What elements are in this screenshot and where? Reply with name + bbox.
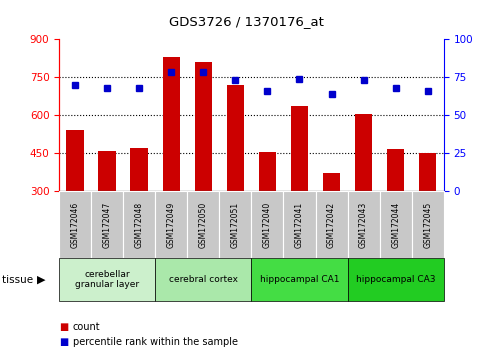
Text: GSM172048: GSM172048 — [135, 202, 144, 248]
Bar — [348, 258, 444, 301]
Bar — [380, 191, 412, 258]
Bar — [59, 258, 155, 301]
Text: count: count — [73, 322, 101, 332]
Bar — [316, 191, 348, 258]
Text: cerebral cortex: cerebral cortex — [169, 275, 238, 284]
Text: GSM172046: GSM172046 — [70, 202, 80, 248]
Bar — [283, 191, 316, 258]
Text: cerebellar
granular layer: cerebellar granular layer — [75, 270, 140, 289]
Bar — [291, 106, 308, 191]
Text: GSM172050: GSM172050 — [199, 202, 208, 248]
Bar — [419, 153, 436, 191]
Bar — [195, 62, 212, 191]
Text: GSM172047: GSM172047 — [103, 202, 112, 248]
Text: GSM172041: GSM172041 — [295, 202, 304, 248]
Bar — [219, 191, 251, 258]
Text: ■: ■ — [59, 322, 69, 332]
Bar — [259, 152, 276, 191]
Bar — [348, 191, 380, 258]
Text: GSM172045: GSM172045 — [423, 202, 432, 248]
Bar — [251, 258, 348, 301]
Text: ▶: ▶ — [37, 275, 45, 285]
Bar — [155, 258, 251, 301]
Bar — [323, 173, 340, 191]
Bar — [123, 191, 155, 258]
Text: percentile rank within the sample: percentile rank within the sample — [73, 337, 238, 347]
Text: tissue: tissue — [2, 275, 37, 285]
Text: GSM172042: GSM172042 — [327, 202, 336, 248]
Bar — [251, 191, 283, 258]
Text: GSM172051: GSM172051 — [231, 202, 240, 248]
Bar — [91, 191, 123, 258]
Text: hippocampal CA1: hippocampal CA1 — [260, 275, 339, 284]
Text: hippocampal CA3: hippocampal CA3 — [356, 275, 435, 284]
Text: GSM172040: GSM172040 — [263, 202, 272, 248]
Bar — [412, 191, 444, 258]
Bar — [355, 114, 372, 191]
Bar — [187, 191, 219, 258]
Text: GSM172049: GSM172049 — [167, 202, 176, 248]
Bar — [155, 191, 187, 258]
Bar — [387, 149, 404, 191]
Bar — [99, 150, 116, 191]
Text: GSM172044: GSM172044 — [391, 202, 400, 248]
Text: GDS3726 / 1370176_at: GDS3726 / 1370176_at — [169, 15, 324, 28]
Bar — [163, 57, 180, 191]
Bar — [59, 191, 91, 258]
Text: GSM172043: GSM172043 — [359, 202, 368, 248]
Bar — [131, 148, 148, 191]
Text: ■: ■ — [59, 337, 69, 347]
Bar — [67, 130, 84, 191]
Bar — [227, 85, 244, 191]
